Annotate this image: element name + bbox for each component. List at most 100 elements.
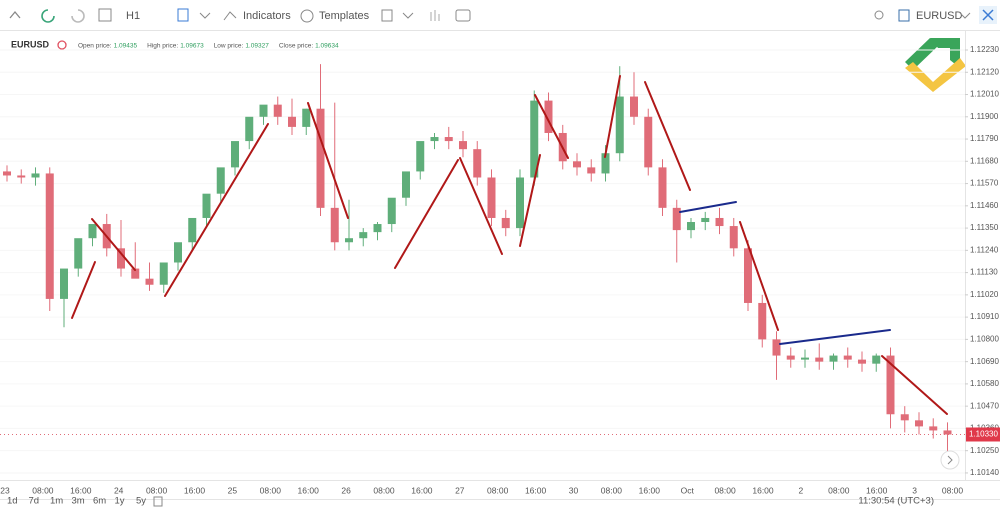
- info-value: 1.09634: [315, 43, 339, 50]
- x-tick-label: 16:00: [411, 485, 433, 495]
- range-button[interactable]: 3m: [72, 496, 85, 507]
- logo: [905, 38, 966, 92]
- candle-body: [31, 173, 40, 178]
- info-label: Low price:: [214, 43, 244, 50]
- x-tick-label: 16:00: [184, 485, 206, 495]
- search-button[interactable]: [874, 10, 884, 20]
- info-label: Open price:: [78, 43, 112, 50]
- x-tick-label: 08:00: [601, 485, 623, 495]
- trend-line: [739, 221, 779, 331]
- indicators-icon: [223, 11, 237, 21]
- symbol-select[interactable]: EURUSD: [916, 10, 963, 22]
- logo-shape: [905, 38, 938, 70]
- y-tick-label: 1.10140: [970, 468, 999, 477]
- x-tick-label: 27: [455, 485, 465, 495]
- candle-body: [544, 100, 553, 133]
- templates-button[interactable]: Templates: [319, 10, 370, 22]
- symbol-label: EURUSD: [11, 39, 50, 49]
- add-button[interactable]: [98, 8, 112, 22]
- compare-button[interactable]: [430, 10, 440, 21]
- candle-body: [316, 108, 325, 208]
- range-button[interactable]: 1y: [115, 496, 125, 507]
- chart-type-button[interactable]: [177, 8, 189, 22]
- scroll-button[interactable]: [940, 450, 960, 470]
- candle-body: [330, 207, 339, 243]
- candle-body: [900, 414, 909, 421]
- candle-body: [216, 167, 225, 194]
- y-tick-label: 1.10580: [970, 379, 999, 388]
- range-button[interactable]: 5y: [136, 496, 146, 507]
- candle-body: [373, 224, 382, 233]
- candle-body: [174, 242, 182, 263]
- range-button[interactable]: 1d: [7, 496, 18, 507]
- candle-body: [729, 226, 738, 249]
- info-label: High price:: [147, 43, 178, 50]
- candle-body: [345, 238, 353, 243]
- info-value: 1.09327: [245, 43, 269, 50]
- collapse-button[interactable]: [9, 10, 21, 19]
- market-status: [57, 40, 67, 50]
- candle-body: [88, 224, 97, 239]
- x-tick-label: 08:00: [828, 485, 850, 495]
- save-dropdown[interactable]: [402, 12, 414, 19]
- trend-line: [459, 157, 503, 255]
- trend-line: [519, 154, 541, 247]
- range-button[interactable]: 6m: [93, 496, 106, 507]
- y-tick-label: 1.10470: [970, 401, 999, 410]
- x-tick-label: 08:00: [146, 485, 168, 495]
- y-tick-label: 1.10800: [970, 334, 999, 343]
- redo-button[interactable]: [71, 9, 85, 23]
- clock: 11:30:54 (UTC+3): [858, 496, 934, 507]
- y-tick-label: 1.11240: [970, 245, 999, 254]
- x-tick-label: 16:00: [70, 485, 92, 495]
- candle-body: [444, 137, 453, 142]
- candle-body: [701, 217, 710, 223]
- candle-body: [145, 278, 154, 285]
- range-button[interactable]: 1m: [50, 496, 63, 507]
- candle-body: [758, 302, 767, 340]
- x-tick-label: 08:00: [714, 485, 736, 495]
- y-tick-label: 1.11790: [970, 134, 999, 143]
- x-tick-label: 2: [799, 485, 804, 495]
- candle-body: [402, 171, 410, 198]
- candle-body: [858, 359, 866, 364]
- symbol-dropdown[interactable]: [959, 12, 971, 19]
- x-tick-label: 16:00: [525, 485, 547, 495]
- trend-line: [534, 94, 569, 159]
- candle-body: [573, 161, 581, 168]
- y-tick-label: 1.10910: [970, 312, 999, 321]
- candle-body: [60, 268, 68, 299]
- candle-body: [815, 357, 824, 362]
- candle-body: [630, 96, 638, 117]
- candle-body: [786, 355, 795, 360]
- x-tick-label: 08:00: [942, 485, 964, 495]
- candle-body: [416, 141, 425, 172]
- candle-body: [17, 175, 26, 178]
- y-tick-label: 1.11020: [970, 290, 999, 299]
- trend-line: [71, 261, 96, 319]
- screenshot-button[interactable]: [455, 9, 471, 22]
- symbol-icon: [898, 9, 910, 22]
- x-tick-label: 24: [114, 485, 124, 495]
- info-label: Close price:: [279, 43, 314, 50]
- undo-button[interactable]: [41, 9, 55, 23]
- candle-body: [3, 171, 11, 176]
- range-button[interactable]: 7d: [29, 496, 40, 507]
- toolbar: [0, 0, 1000, 30]
- x-tick-label: Oct: [681, 485, 695, 495]
- trend-line: [307, 102, 349, 219]
- x-tick-label: 23: [0, 485, 10, 495]
- info-value: 1.09673: [180, 43, 204, 50]
- save-button[interactable]: [381, 9, 393, 22]
- x-tick-label: 26: [341, 485, 351, 495]
- last-price-label: 1.10330: [969, 430, 998, 439]
- info-value: 1.09435: [114, 43, 138, 50]
- indicators-button[interactable]: Indicators: [243, 10, 291, 22]
- date-range-button[interactable]: [153, 496, 163, 507]
- interval[interactable]: H1: [126, 10, 140, 22]
- candle-body: [131, 268, 140, 279]
- candle-body: [459, 141, 467, 150]
- x-tick-label: 30: [569, 485, 579, 495]
- x-tick-label: 08:00: [373, 485, 395, 495]
- chart-type-dropdown[interactable]: [199, 12, 211, 19]
